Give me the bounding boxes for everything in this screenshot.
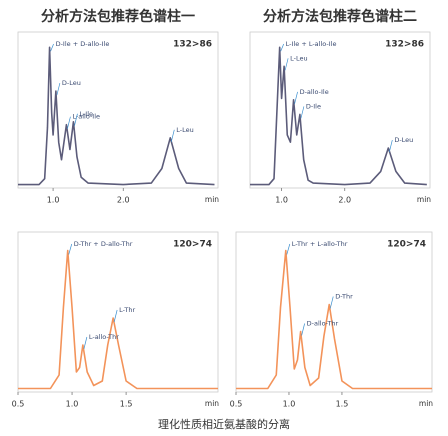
annotation: L-Thr + L-allo-Thr bbox=[292, 240, 348, 248]
annotation: L-allo-Ile bbox=[72, 113, 100, 121]
annotation: D-Ile + D-allo-Ile bbox=[56, 40, 110, 48]
trace bbox=[18, 249, 218, 390]
x-tick-label: 2.0 bbox=[338, 196, 351, 205]
annotation-leader bbox=[301, 323, 305, 336]
x-tick-label: 0.5 bbox=[230, 400, 243, 409]
panel-frame bbox=[249, 31, 431, 189]
caption: 理化性质相近氨基酸的分离 bbox=[158, 417, 290, 431]
annotation: D-Leu bbox=[394, 136, 413, 144]
annotation-leader bbox=[50, 43, 54, 52]
panel-label: 120>74 bbox=[387, 240, 426, 250]
x-axis-label: min bbox=[417, 195, 431, 204]
annotation: D-Leu bbox=[62, 79, 81, 87]
panel-label: 132>86 bbox=[385, 40, 424, 50]
annotation: L-Thr bbox=[119, 306, 135, 314]
trace bbox=[236, 249, 432, 390]
annotation-leader bbox=[74, 113, 78, 126]
x-tick-label: 1.0 bbox=[47, 196, 60, 205]
annotation-leader bbox=[284, 58, 289, 71]
annotation: L-Leu bbox=[290, 54, 307, 62]
annotation-leader bbox=[67, 116, 71, 129]
trace bbox=[18, 46, 215, 186]
x-tick-label: 1.0 bbox=[283, 400, 296, 409]
annotation: D-allo-Ile bbox=[300, 88, 329, 96]
annotation: L-Ile bbox=[79, 110, 93, 118]
annotation: D-Thr bbox=[335, 293, 353, 301]
annotation: D-Thr + D-allo-Thr bbox=[74, 240, 133, 248]
annotation: L-allo-Thr bbox=[89, 333, 119, 341]
annotation-leader bbox=[83, 336, 88, 350]
x-tick-label: 1.0 bbox=[66, 400, 79, 409]
annotation-leader bbox=[280, 43, 285, 52]
annotation-leader bbox=[300, 106, 305, 119]
annotation-leader bbox=[170, 129, 175, 142]
panel-label: 120>74 bbox=[173, 240, 212, 250]
x-tick-label: 2.0 bbox=[117, 196, 130, 205]
annotation-leader bbox=[286, 243, 291, 255]
annotation: D-allo-Thr bbox=[307, 320, 339, 328]
column-title: 分析方法包推荐色谱柱二 bbox=[263, 8, 417, 25]
column-title: 分析方法包推荐色谱柱一 bbox=[41, 8, 195, 25]
annotation-leader bbox=[68, 243, 73, 255]
annotation-leader bbox=[294, 91, 298, 104]
annotation-leader bbox=[113, 309, 118, 323]
annotation: L-Leu bbox=[176, 126, 193, 134]
x-axis-label: min bbox=[205, 399, 219, 408]
annotation-leader bbox=[329, 296, 334, 309]
panel-frame bbox=[17, 31, 219, 189]
panel-label: 132>86 bbox=[173, 40, 212, 50]
panel-frame bbox=[17, 231, 219, 393]
x-tick-label: 1.5 bbox=[336, 400, 349, 409]
x-axis-label: min bbox=[419, 399, 433, 408]
annotation: D-Ile bbox=[306, 102, 321, 110]
x-tick-label: 1.0 bbox=[275, 196, 288, 205]
annotation: L-Ile + L-allo-Ile bbox=[286, 40, 337, 48]
x-axis-label: min bbox=[205, 195, 219, 204]
annotation-leader bbox=[56, 83, 61, 96]
trace bbox=[250, 46, 427, 186]
x-tick-label: 0.5 bbox=[12, 400, 25, 409]
annotation-leader bbox=[388, 139, 393, 153]
x-tick-label: 1.5 bbox=[120, 400, 133, 409]
panel-frame bbox=[235, 231, 433, 393]
